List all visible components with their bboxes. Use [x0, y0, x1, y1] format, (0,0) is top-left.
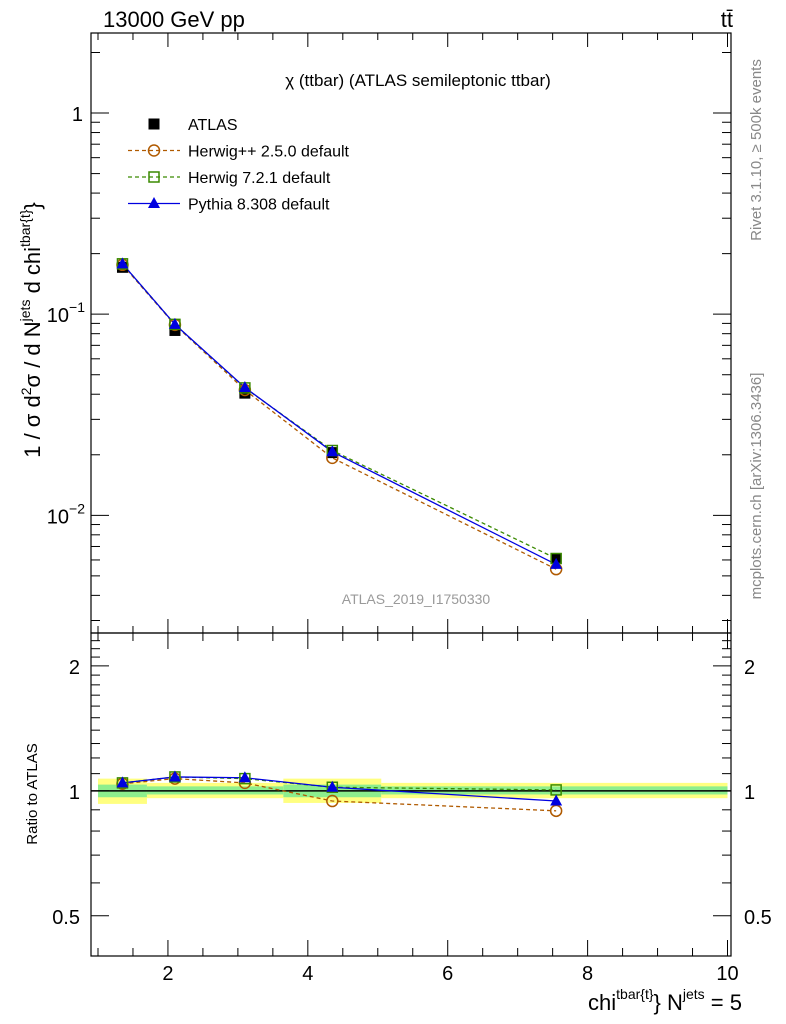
ratio-y-tick-label-right: 0.5 — [744, 907, 772, 929]
main-y-tick-label: 10−1 — [47, 299, 85, 327]
ratio-point — [326, 794, 339, 808]
main-y-tick-label: 10−2 — [47, 500, 85, 528]
legend-label: Herwig++ 2.5.0 default — [188, 144, 350, 161]
ratio-y-tick-label: 1 — [69, 782, 80, 804]
mcplots-label: mcplots.cern.ch [arXiv:1306.3436] — [748, 373, 765, 600]
ratio-point — [238, 771, 251, 783]
main-markers — [116, 257, 563, 576]
legend-marker — [148, 197, 160, 208]
main-axis-ticks: 1 10−1 10−2 — [47, 33, 731, 633]
legend-label: Herwig 7.2.1 default — [188, 170, 331, 187]
legend-label: Pythia 8.308 default — [188, 197, 330, 214]
main-title: χ (ttbar) (ATLAS semileptonic ttbar) — [285, 71, 551, 90]
rivet-version-label: Rivet 3.1.10, ≥ 500k events — [748, 59, 765, 241]
x-tick-label: 2 — [162, 963, 173, 985]
legend-label: ATLAS — [188, 117, 238, 134]
x-axis-label: chitbar{t}} Njets = 5 — [588, 986, 742, 1015]
ratio-y-axis-label: Ratio to ATLAS — [24, 743, 41, 844]
ratio-y-tick-label-right: 2 — [744, 657, 755, 679]
data-point — [238, 381, 251, 393]
ratio-y-tick-label: 2 — [69, 657, 80, 679]
ratio-point — [550, 794, 563, 806]
series-line — [121, 264, 557, 570]
main-series-lines — [121, 263, 557, 570]
ratio-point — [168, 770, 181, 782]
legend: ATLAS Herwig++ 2.5.0 default Herwig 7.2.1 … — [128, 117, 350, 214]
main-watermark: ATLAS_2019_I1750330 — [342, 591, 491, 607]
ratio-y-tick-label-right: 1 — [744, 782, 755, 804]
data-point — [326, 445, 339, 457]
series-line — [121, 263, 557, 560]
ratio-frame — [90, 632, 732, 957]
data-point — [116, 257, 129, 269]
ratio-markers — [116, 770, 563, 818]
svg-text:1 / σ d2σ / d Njets d chitbar{: 1 / σ d2σ / d Njets d chitbar{t}} — [17, 202, 45, 458]
ratio-point — [116, 776, 129, 788]
main-y-axis-label: 1 / σ d2σ / d Njets d chitbar{t}} — [17, 202, 45, 458]
ratio-axis-ticks: 2 2 1 1 0.5 0.5 2 4 6 8 10 — [52, 633, 772, 985]
data-point — [168, 317, 181, 329]
legend-marker — [148, 171, 160, 183]
x-tick-label: 8 — [582, 963, 593, 985]
x-tick-label: 10 — [716, 963, 738, 985]
ratio-point — [326, 780, 339, 792]
header-right: tt̄ — [721, 7, 733, 32]
legend-marker — [147, 144, 161, 157]
legend-marker — [148, 118, 160, 130]
main-y-tick-label: 1 — [72, 104, 83, 126]
x-tick-label: 6 — [442, 963, 453, 985]
series-line — [121, 263, 557, 566]
ratio-y-tick-label: 0.5 — [52, 907, 80, 929]
main-frame — [90, 32, 732, 634]
x-tick-label: 4 — [302, 963, 313, 985]
header-left: 13000 GeV pp — [103, 7, 245, 32]
data-point — [550, 557, 563, 569]
